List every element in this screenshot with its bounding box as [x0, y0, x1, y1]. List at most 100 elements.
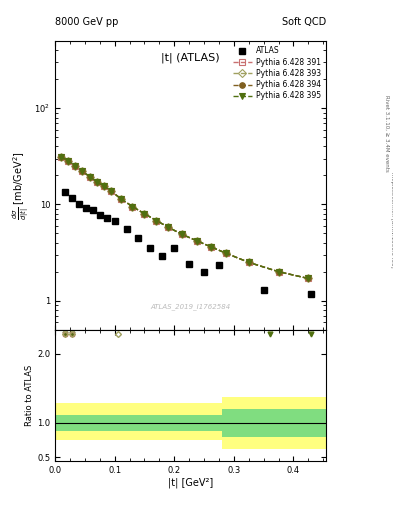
Pythia 6.428 391	[224, 250, 229, 257]
Pythia 6.428 395	[118, 196, 123, 202]
Pythia 6.428 394	[276, 269, 281, 275]
Pythia 6.428 394	[209, 244, 214, 250]
Pythia 6.428 391	[118, 196, 123, 202]
Pythia 6.428 391	[246, 259, 251, 265]
Pythia 6.428 395	[209, 244, 214, 250]
ATLAS	[98, 212, 103, 218]
Line: Pythia 6.428 393: Pythia 6.428 393	[58, 155, 311, 281]
Pythia 6.428 394	[66, 158, 70, 164]
Line: Pythia 6.428 391: Pythia 6.428 391	[58, 155, 311, 281]
Pythia 6.428 391	[109, 188, 114, 194]
Pythia 6.428 394	[101, 183, 106, 189]
Pythia 6.428 393	[59, 154, 63, 160]
Pythia 6.428 395	[80, 168, 85, 175]
Pythia 6.428 394	[87, 174, 92, 180]
Pythia 6.428 391	[80, 168, 85, 175]
Pythia 6.428 394	[306, 275, 311, 282]
Pythia 6.428 395	[276, 269, 281, 275]
ATLAS	[172, 245, 176, 251]
Pythia 6.428 391	[154, 218, 159, 224]
Pythia 6.428 395	[101, 183, 106, 189]
Pythia 6.428 393	[73, 163, 78, 169]
Pythia 6.428 391	[142, 210, 147, 217]
Pythia 6.428 393	[246, 259, 251, 265]
Text: Rivet 3.1.10, ≥ 3.4M events: Rivet 3.1.10, ≥ 3.4M events	[385, 95, 389, 172]
ATLAS	[160, 253, 165, 259]
ATLAS	[105, 215, 110, 221]
Pythia 6.428 395	[246, 259, 251, 265]
ATLAS	[187, 261, 191, 267]
Pythia 6.428 391	[59, 154, 63, 160]
ATLAS	[148, 245, 153, 251]
Pythia 6.428 395	[142, 210, 147, 217]
Text: mcplots.cern.ch [arXiv:1306.3436]: mcplots.cern.ch [arXiv:1306.3436]	[390, 173, 393, 268]
Legend: ATLAS, Pythia 6.428 391, Pythia 6.428 393, Pythia 6.428 394, Pythia 6.428 395: ATLAS, Pythia 6.428 391, Pythia 6.428 39…	[231, 45, 322, 102]
Pythia 6.428 393	[94, 179, 99, 185]
Text: |t| (ATLAS): |t| (ATLAS)	[161, 53, 220, 63]
Pythia 6.428 394	[224, 250, 229, 257]
Text: Soft QCD: Soft QCD	[282, 16, 326, 27]
Pythia 6.428 395	[306, 275, 311, 282]
Pythia 6.428 394	[80, 168, 85, 175]
Y-axis label: Ratio to ATLAS: Ratio to ATLAS	[25, 365, 34, 426]
ATLAS	[217, 262, 221, 268]
Text: 8000 GeV pp: 8000 GeV pp	[55, 16, 118, 27]
Pythia 6.428 391	[66, 158, 70, 164]
ATLAS	[69, 195, 74, 201]
Pythia 6.428 393	[276, 269, 281, 275]
Pythia 6.428 394	[142, 210, 147, 217]
Pythia 6.428 394	[59, 154, 63, 160]
Pythia 6.428 393	[109, 188, 114, 194]
Pythia 6.428 395	[224, 250, 229, 257]
Pythia 6.428 394	[154, 218, 159, 224]
Pythia 6.428 395	[166, 224, 171, 230]
Pythia 6.428 395	[130, 203, 135, 209]
Line: Pythia 6.428 394: Pythia 6.428 394	[58, 155, 311, 281]
ATLAS	[309, 291, 314, 297]
Pythia 6.428 394	[109, 188, 114, 194]
Pythia 6.428 393	[306, 275, 311, 282]
Pythia 6.428 393	[142, 210, 147, 217]
ATLAS	[77, 201, 81, 207]
Text: ATLAS_2019_I1762584: ATLAS_2019_I1762584	[151, 303, 231, 310]
Pythia 6.428 393	[166, 224, 171, 230]
Pythia 6.428 395	[194, 238, 199, 244]
Pythia 6.428 393	[154, 218, 159, 224]
Pythia 6.428 391	[276, 269, 281, 275]
Pythia 6.428 395	[59, 154, 63, 160]
ATLAS	[136, 234, 141, 241]
Pythia 6.428 393	[101, 183, 106, 189]
X-axis label: |t| [GeV²]: |t| [GeV²]	[168, 477, 213, 488]
Pythia 6.428 391	[209, 244, 214, 250]
ATLAS	[91, 207, 95, 214]
Pythia 6.428 395	[154, 218, 159, 224]
Pythia 6.428 393	[194, 238, 199, 244]
Pythia 6.428 393	[224, 250, 229, 257]
Pythia 6.428 394	[94, 179, 99, 185]
Pythia 6.428 394	[179, 231, 184, 237]
Pythia 6.428 391	[101, 183, 106, 189]
Pythia 6.428 394	[246, 259, 251, 265]
Pythia 6.428 391	[306, 275, 311, 282]
ATLAS	[62, 189, 67, 195]
Y-axis label: $\frac{d\sigma}{d|t|}$ [mb/GeV$^2$]: $\frac{d\sigma}{d|t|}$ [mb/GeV$^2$]	[11, 151, 31, 220]
Pythia 6.428 394	[130, 203, 135, 209]
Pythia 6.428 395	[87, 174, 92, 180]
Line: ATLAS: ATLAS	[61, 188, 315, 297]
Pythia 6.428 395	[73, 163, 78, 169]
Pythia 6.428 391	[94, 179, 99, 185]
Pythia 6.428 395	[66, 158, 70, 164]
Pythia 6.428 393	[66, 158, 70, 164]
Pythia 6.428 393	[179, 231, 184, 237]
Pythia 6.428 393	[80, 168, 85, 175]
Pythia 6.428 393	[209, 244, 214, 250]
Pythia 6.428 394	[118, 196, 123, 202]
Line: Pythia 6.428 395: Pythia 6.428 395	[58, 155, 311, 281]
Pythia 6.428 394	[166, 224, 171, 230]
ATLAS	[124, 226, 129, 232]
ATLAS	[261, 287, 266, 293]
Pythia 6.428 393	[118, 196, 123, 202]
Pythia 6.428 395	[94, 179, 99, 185]
ATLAS	[202, 269, 206, 275]
Pythia 6.428 394	[194, 238, 199, 244]
